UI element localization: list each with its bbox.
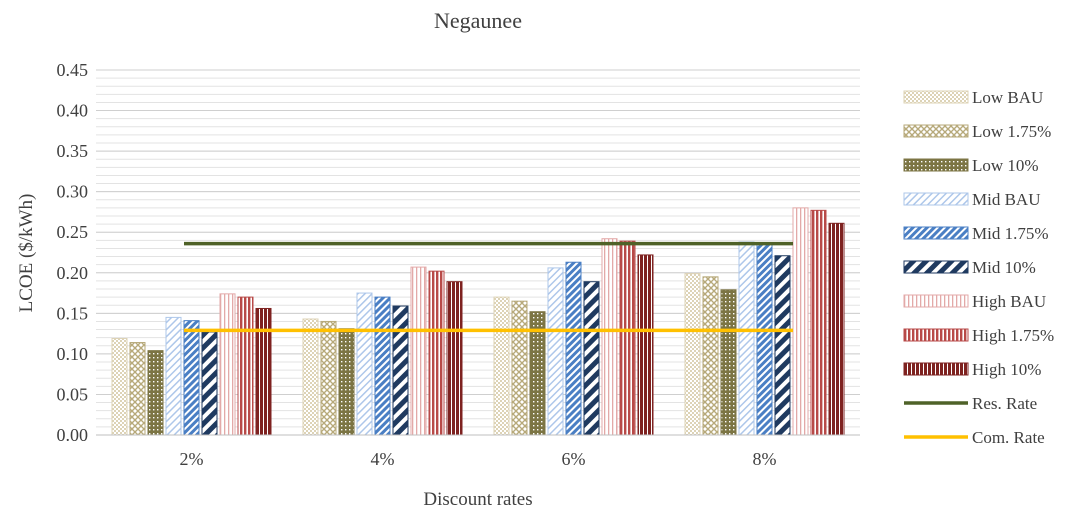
x-tick-label: 6%: [562, 449, 586, 469]
bar-low-bau-4pct: [302, 318, 319, 436]
bar-low-10--8pct: [720, 289, 737, 436]
bar-high-10--2pct: [255, 307, 272, 436]
bar-mid-1-75--8pct: [756, 242, 773, 436]
y-tick-label: 0.05: [57, 384, 89, 404]
bar-high-bau-4pct: [410, 266, 427, 436]
y-tick-label: 0.40: [57, 101, 89, 121]
legend-label: Low BAU: [972, 88, 1043, 107]
legend-swatch: [903, 294, 969, 308]
bar-mid-bau-4pct: [356, 292, 373, 436]
bar-mid-10--4pct: [392, 305, 409, 436]
legend-swatch: [903, 192, 969, 206]
bar-mid-bau-6pct: [547, 267, 564, 436]
x-axis-label: Discount rates: [423, 489, 532, 510]
bar-high-10--8pct: [828, 222, 845, 436]
legend-label: Mid 1.75%: [972, 224, 1049, 243]
x-tick-label: 8%: [753, 449, 777, 469]
bar-low-1-75--8pct: [702, 276, 719, 436]
x-tick-label: 4%: [371, 449, 395, 469]
bar-high-1-75--2pct: [237, 296, 254, 436]
y-tick-label: 0.00: [57, 425, 89, 445]
legend-label: High 1.75%: [972, 326, 1054, 345]
y-tick-label: 0.30: [57, 182, 89, 202]
bar-high-10--4pct: [446, 281, 463, 436]
bar-mid-10--6pct: [583, 281, 600, 436]
bar-mid-1-75--2pct: [183, 320, 200, 436]
y-tick-label: 0.45: [57, 60, 89, 80]
x-axis-ticks: 2% 4% 6% 8%: [180, 449, 777, 469]
chart-title: Negaunee: [434, 8, 522, 33]
legend: Low BAU Low 1.75% Low 10% Mid BAU Mid 1.75% M…: [903, 88, 1054, 447]
bar-mid-1-75--4pct: [374, 296, 391, 436]
bar-mid-bau-8pct: [738, 241, 755, 436]
legend-label: Res. Rate: [972, 394, 1037, 413]
bar-high-bau-2pct: [219, 293, 236, 436]
bar-low-10--4pct: [338, 328, 355, 436]
y-tick-label: 0.25: [57, 222, 89, 242]
legend-swatch: [903, 260, 969, 274]
y-tick-label: 0.10: [57, 344, 89, 364]
legend-swatch: [903, 362, 969, 376]
legend-label: Mid BAU: [972, 190, 1040, 209]
legend-label: High 10%: [972, 360, 1041, 379]
bar-mid-10--8pct: [774, 255, 791, 436]
legend-swatch: [903, 328, 969, 342]
y-tick-label: 0.20: [57, 263, 89, 283]
legend-swatch: [903, 158, 969, 172]
x-tick-label: 2%: [180, 449, 204, 469]
legend-label: Mid 10%: [972, 258, 1036, 277]
bar-high-1-75--6pct: [619, 240, 636, 436]
bar-low-bau-2pct: [111, 337, 128, 436]
rate-lines: [184, 241, 793, 333]
bar-high-1-75--8pct: [810, 209, 827, 436]
bar-low-10--2pct: [147, 350, 164, 436]
y-axis-label: LCOE ($/kWh): [16, 194, 37, 313]
bar-mid-10--2pct: [201, 331, 218, 436]
bar-high-bau-6pct: [601, 238, 618, 436]
y-axis-ticks: 0.00 0.05 0.10 0.15 0.20 0.25 0.30 0.35 0.40 0.45: [57, 60, 89, 445]
bar-high-1-75--4pct: [428, 270, 445, 436]
legend-label: Low 1.75%: [972, 122, 1051, 141]
bar-low-1-75--6pct: [511, 300, 528, 436]
legend-label: Com. Rate: [972, 428, 1045, 447]
y-tick-label: 0.35: [57, 141, 89, 161]
y-tick-label: 0.15: [57, 303, 89, 323]
bar-low-bau-8pct: [684, 273, 701, 436]
legend-swatch: [903, 124, 969, 138]
bar-high-bau-8pct: [792, 207, 809, 436]
bar-high-10--6pct: [637, 254, 654, 436]
legend-swatch: [903, 226, 969, 240]
legend-label: Low 10%: [972, 156, 1039, 175]
bar-mid-1-75--6pct: [565, 261, 582, 436]
bar-low-bau-6pct: [493, 296, 510, 436]
bar-low-1-75--2pct: [129, 342, 146, 436]
bar-low-1-75--4pct: [320, 320, 337, 436]
legend-swatch: [903, 90, 969, 104]
legend-label: High BAU: [972, 292, 1046, 311]
bar-mid-bau-2pct: [165, 316, 182, 436]
